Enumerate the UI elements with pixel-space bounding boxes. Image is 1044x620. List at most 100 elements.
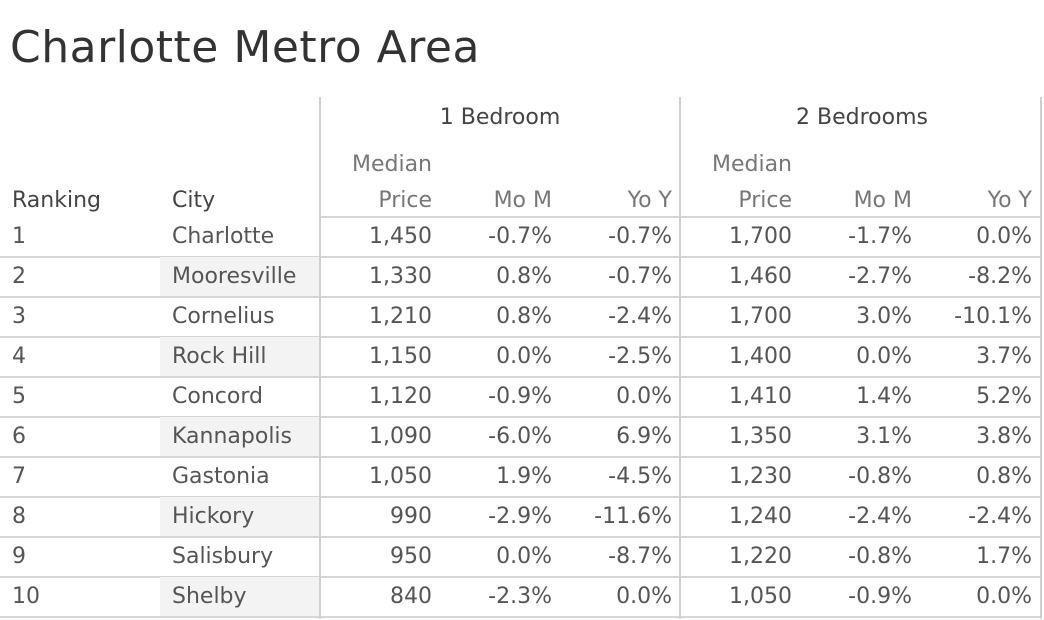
divider-body-left (319, 217, 321, 619)
cell-b1-mom: 1.9% (496, 464, 552, 489)
row-rule (0, 536, 1042, 538)
cell-b2-yoy: 1.7% (976, 544, 1032, 569)
cell-city: Salisbury (172, 544, 274, 569)
cell-b2-price: 1,050 (729, 584, 792, 609)
cell-b1-yoy: 6.9% (616, 424, 672, 449)
cell-b2-mom: 0.0% (856, 344, 912, 369)
cell-b2-yoy: -8.2% (968, 264, 1032, 289)
row-rule (0, 616, 1042, 618)
cell-city: Kannapolis (172, 424, 293, 449)
rent-table: 1 Bedroom 2 Bedrooms Ranking City Median… (0, 97, 1044, 620)
cell-b1-yoy: -0.7% (608, 264, 672, 289)
divider-body-right (1040, 217, 1042, 619)
cell-b1-yoy: 0.0% (616, 584, 672, 609)
row-rule (0, 296, 1042, 298)
cell-b1-price: 1,150 (369, 344, 432, 369)
cell-b2-yoy: 5.2% (976, 384, 1032, 409)
divider-header-left (319, 97, 321, 217)
row-shading (160, 497, 320, 537)
cell-b2-mom: 3.0% (856, 304, 912, 329)
column-header-b1-yoy: Yo Y (627, 188, 672, 213)
cell-b1-price: 840 (390, 584, 432, 609)
cell-ranking: 6 (12, 424, 26, 449)
column-header-b1-median: Median (351, 152, 432, 177)
cell-b1-price: 950 (390, 544, 432, 569)
column-header-b1-price: Price (378, 188, 432, 213)
cell-b2-price: 1,220 (729, 544, 792, 569)
cell-b2-mom: -2.7% (848, 264, 912, 289)
cell-b1-mom: -2.3% (488, 584, 552, 609)
cell-b1-price: 1,330 (369, 264, 432, 289)
cell-b2-price: 1,240 (729, 504, 792, 529)
column-header-ranking: Ranking (12, 188, 101, 213)
cell-b2-mom: -0.8% (848, 464, 912, 489)
row-rule (0, 336, 1042, 338)
row-shading (160, 577, 320, 617)
cell-b1-mom: 0.8% (496, 304, 552, 329)
cell-b2-price: 1,400 (729, 344, 792, 369)
cell-city: Cornelius (172, 304, 275, 329)
row-rule (0, 496, 1042, 498)
cell-ranking: 9 (12, 544, 26, 569)
cell-b1-yoy: -2.4% (608, 304, 672, 329)
cell-b2-mom: 3.1% (856, 424, 912, 449)
header-rule (320, 216, 1042, 218)
cell-b1-mom: -6.0% (488, 424, 552, 449)
cell-b2-yoy: 3.8% (976, 424, 1032, 449)
cell-ranking: 2 (12, 264, 26, 289)
row-shading (160, 257, 320, 297)
cell-b1-yoy: 0.0% (616, 384, 672, 409)
cell-b1-price: 1,450 (369, 224, 432, 249)
page-title: Charlotte Metro Area (10, 22, 480, 73)
cell-city: Concord (172, 384, 263, 409)
cell-b1-price: 1,050 (369, 464, 432, 489)
row-rule (0, 376, 1042, 378)
cell-b1-mom: -0.7% (488, 224, 552, 249)
cell-ranking: 8 (12, 504, 26, 529)
cell-b2-price: 1,700 (729, 224, 792, 249)
cell-b2-mom: -0.9% (848, 584, 912, 609)
cell-b1-mom: -0.9% (488, 384, 552, 409)
cell-city: Rock Hill (172, 344, 267, 369)
cell-b1-yoy: -4.5% (608, 464, 672, 489)
divider-header-mid (679, 97, 681, 217)
cell-b2-yoy: 0.8% (976, 464, 1032, 489)
cell-b2-mom: -2.4% (848, 504, 912, 529)
cell-ranking: 7 (12, 464, 26, 489)
cell-b1-mom: -2.9% (488, 504, 552, 529)
column-header-city: City (172, 188, 216, 213)
cell-ranking: 4 (12, 344, 26, 369)
cell-b2-mom: -0.8% (848, 544, 912, 569)
cell-b1-price: 990 (390, 504, 432, 529)
cell-b2-yoy: 3.7% (976, 344, 1032, 369)
row-shading (160, 337, 320, 377)
group-header-1-bedroom: 1 Bedroom (439, 105, 561, 130)
cell-city: Charlotte (172, 224, 275, 249)
cell-city: Hickory (172, 504, 255, 529)
cell-city: Mooresville (172, 264, 297, 289)
cell-b1-yoy: -11.6% (594, 504, 672, 529)
cell-b1-yoy: -2.5% (608, 344, 672, 369)
cell-b2-price: 1,410 (729, 384, 792, 409)
row-shading (160, 417, 320, 457)
cell-b2-price: 1,350 (729, 424, 792, 449)
cell-b1-mom: 0.8% (496, 264, 552, 289)
cell-b1-price: 1,120 (369, 384, 432, 409)
cell-b1-yoy: -0.7% (608, 224, 672, 249)
cell-b2-price: 1,460 (729, 264, 792, 289)
row-rule (0, 416, 1042, 418)
column-header-b1-mom: Mo M (493, 188, 552, 213)
cell-b2-price: 1,700 (729, 304, 792, 329)
divider-header-right (1040, 97, 1042, 217)
column-header-b2-median: Median (711, 152, 792, 177)
cell-b1-price: 1,210 (369, 304, 432, 329)
cell-b1-yoy: -8.7% (608, 544, 672, 569)
group-header-2-bedrooms: 2 Bedrooms (796, 105, 928, 130)
divider-body-mid (679, 217, 681, 619)
column-header-b2-yoy: Yo Y (987, 188, 1032, 213)
row-rule (0, 576, 1042, 578)
cell-b2-mom: -1.7% (848, 224, 912, 249)
cell-ranking: 10 (12, 584, 40, 609)
cell-city: Shelby (172, 584, 247, 609)
cell-b2-price: 1,230 (729, 464, 792, 489)
